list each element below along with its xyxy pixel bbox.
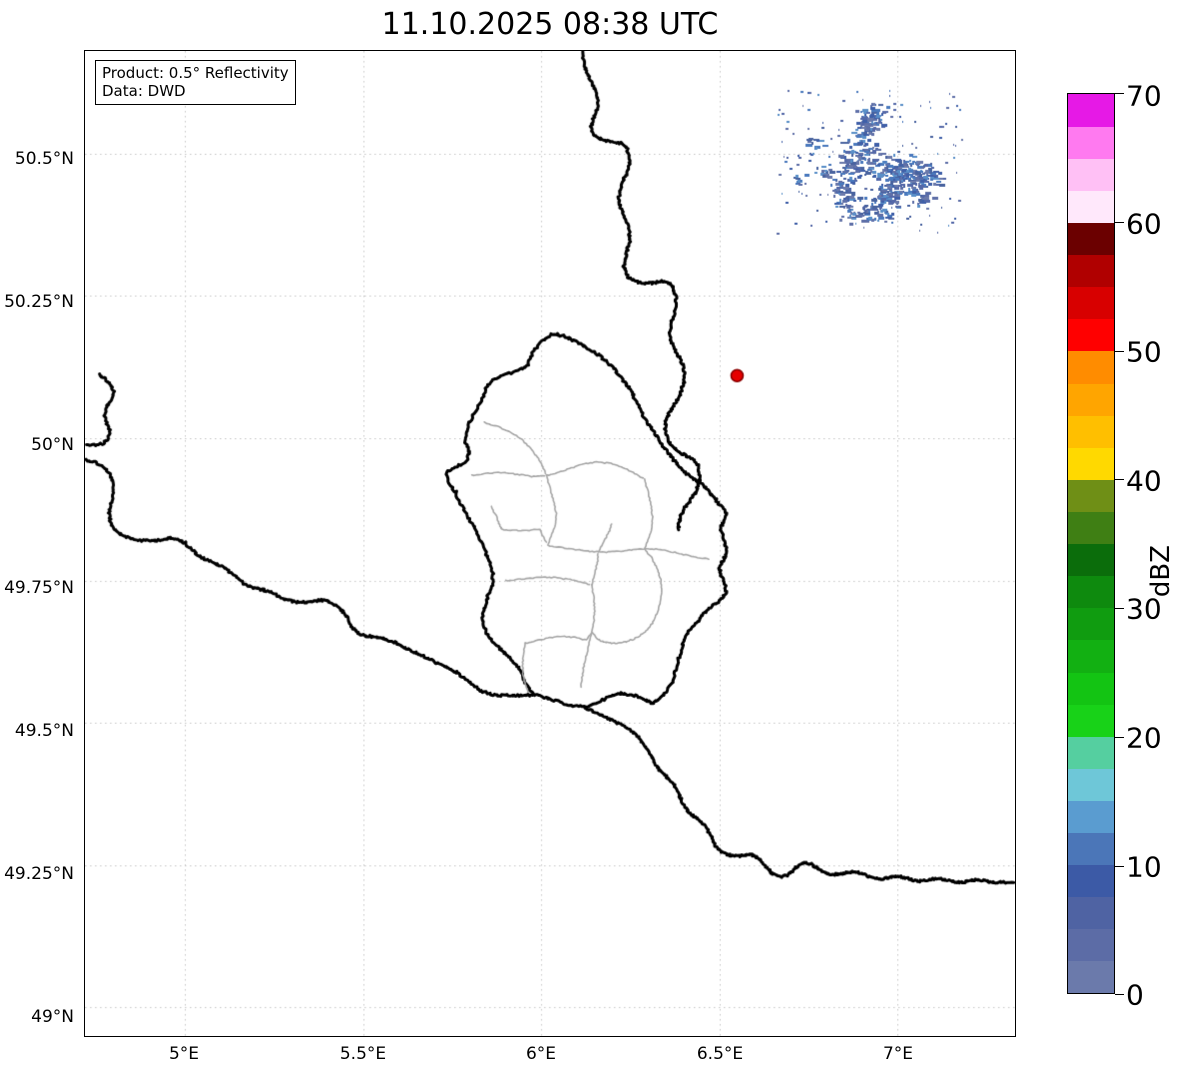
y-tick-label-50.25: 50.25°N: [4, 292, 74, 312]
colorbar-band: [1068, 415, 1114, 448]
colorbar-band: [1068, 575, 1114, 609]
colorbar-label-30: 30: [1126, 592, 1162, 626]
colorbar-band: [1068, 190, 1114, 224]
colorbar-tick-50: [1115, 351, 1124, 352]
colorbar-band: [1068, 768, 1114, 801]
colorbar-tick-40: [1115, 479, 1124, 480]
colorbar-axis-label: dBZ: [1146, 545, 1176, 598]
radar-map-axes[interactable]: Product: 0.5° Reflectivity Data: DWD: [84, 50, 1016, 1037]
colorbar-band: [1068, 864, 1114, 898]
colorbar-band: [1068, 896, 1114, 930]
page-title: 11.10.2025 08:38 UTC: [381, 7, 719, 42]
colorbar-label-20: 20: [1126, 721, 1162, 755]
colorbar-label-50: 50: [1126, 335, 1162, 369]
reflectivity-colorbar[interactable]: [1067, 93, 1115, 994]
x-tick-label-5: 5°E: [168, 1044, 200, 1064]
x-tick-label-6.5: 6.5°E: [696, 1044, 744, 1064]
colorbar-tick-30: [1115, 608, 1124, 609]
x-tick-label-7: 7°E: [882, 1044, 914, 1064]
colorbar-band: [1068, 318, 1114, 352]
radar-map-canvas[interactable]: [85, 51, 1015, 1036]
colorbar-label-10: 10: [1126, 850, 1162, 884]
colorbar-band: [1068, 671, 1114, 705]
colorbar-band: [1068, 704, 1114, 737]
colorbar-tick-20: [1115, 737, 1124, 738]
colorbar-tick-10: [1115, 866, 1124, 867]
colorbar-band: [1068, 543, 1114, 577]
colorbar-band: [1068, 158, 1114, 191]
colorbar-tick-70: [1115, 93, 1124, 94]
colorbar-band: [1068, 286, 1114, 320]
colorbar-band: [1068, 511, 1114, 545]
colorbar-band: [1068, 607, 1114, 641]
y-tick-label-50.5: 50.5°N: [14, 149, 74, 169]
colorbar-label-70: 70: [1126, 79, 1162, 113]
colorbar-band: [1068, 736, 1114, 769]
product-info-box: Product: 0.5° Reflectivity Data: DWD: [95, 60, 296, 105]
colorbar-band: [1068, 832, 1114, 866]
x-tick-label-6: 6°E: [525, 1044, 557, 1064]
colorbar-label-40: 40: [1126, 464, 1162, 498]
x-tick-label-5.5: 5.5°E: [339, 1044, 387, 1064]
colorbar-band: [1068, 447, 1114, 480]
y-tick-label-50: 50°N: [31, 435, 74, 455]
colorbar-band: [1068, 800, 1114, 834]
colorbar-band: [1068, 928, 1114, 962]
colorbar-band: [1068, 94, 1114, 127]
colorbar-label-0: 0: [1126, 978, 1144, 1012]
info-product-line: Product: 0.5° Reflectivity: [102, 64, 289, 82]
colorbar-band: [1068, 639, 1114, 673]
y-tick-label-49: 49°N: [31, 1007, 74, 1027]
colorbar-band: [1068, 382, 1114, 416]
info-data-line: Data: DWD: [102, 82, 186, 100]
y-tick-label-49.5: 49.5°N: [14, 721, 74, 741]
colorbar-band: [1068, 126, 1114, 159]
colorbar-band: [1068, 960, 1114, 993]
y-tick-label-49.25: 49.25°N: [4, 864, 74, 884]
colorbar-label-60: 60: [1126, 207, 1162, 241]
colorbar-tick-60: [1115, 222, 1124, 223]
y-tick-label-49.75: 49.75°N: [4, 578, 74, 598]
colorbar-band: [1068, 350, 1114, 384]
colorbar-band: [1068, 222, 1114, 256]
colorbar-band: [1068, 479, 1114, 512]
colorbar-band: [1068, 254, 1114, 288]
colorbar-tick-0: [1115, 994, 1124, 995]
